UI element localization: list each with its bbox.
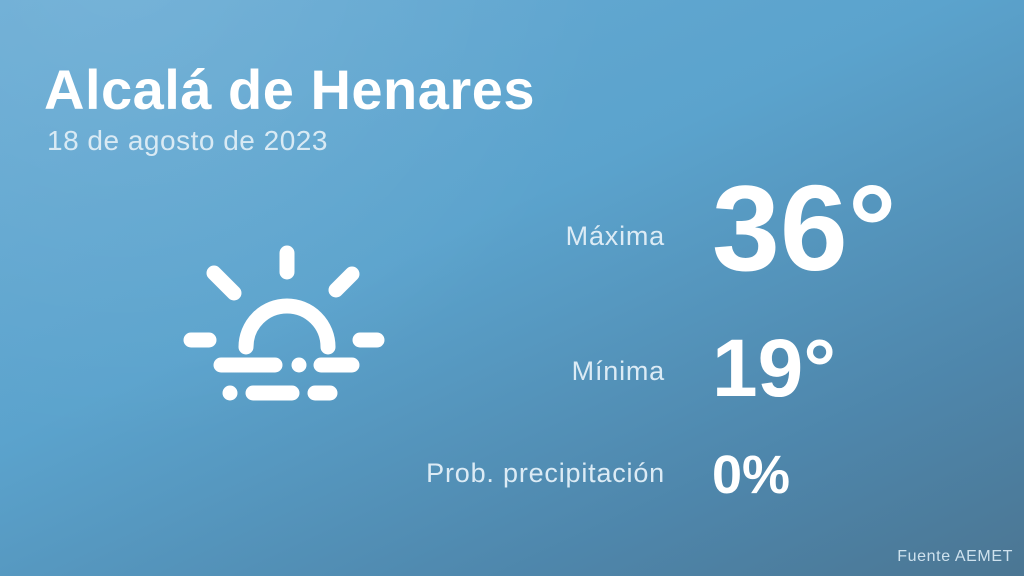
min-temp-value: 19°	[712, 323, 837, 414]
max-temp-label: Máxima	[565, 221, 665, 251]
sun-arc	[238, 298, 336, 355]
min-temp-label: Mínima	[571, 356, 665, 386]
sun-ray-left	[206, 265, 242, 301]
sun-ray-right	[328, 266, 360, 298]
date-subtitle: 18 de agosto de 2023	[47, 125, 328, 156]
source-credit: Fuente AEMET	[897, 548, 1013, 565]
haze-dot	[291, 357, 307, 373]
max-temp-value: 36°	[712, 160, 897, 296]
haze-dot	[222, 385, 238, 401]
precipitation-value: 0%	[712, 445, 791, 505]
sun-haze-icon	[183, 245, 385, 401]
precipitation-label: Prob. precipitación	[426, 458, 665, 488]
page-title: Alcalá de Henares	[44, 58, 535, 121]
